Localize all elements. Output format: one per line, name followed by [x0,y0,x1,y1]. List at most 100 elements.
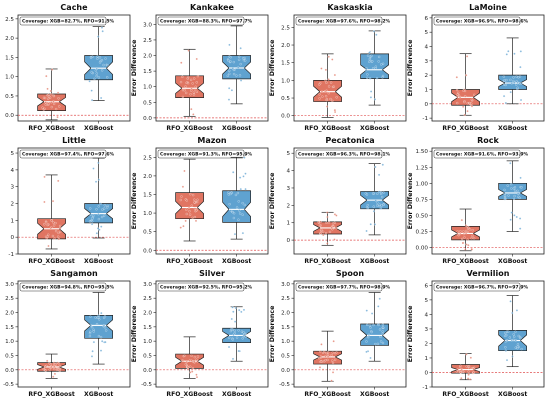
data-point [381,330,384,333]
data-point [331,351,334,354]
data-point [183,354,186,357]
coverage-box [295,282,383,292]
data-point [365,340,368,343]
y-tick-label: 0.0 [281,368,290,374]
data-point [50,105,53,109]
data-point [368,58,372,61]
data-point [106,206,109,209]
data-point [191,216,194,220]
data-point [520,82,523,85]
data-point [381,62,385,65]
data-point [325,105,329,108]
y-tick-label: -0.5 [141,382,152,388]
data-point [46,359,49,363]
data-point [53,361,56,364]
y-tick-label: 0.5 [143,100,152,106]
data-point [44,101,47,104]
y-tick-label: 3.0 [143,282,152,288]
data-point [326,242,329,245]
data-point [59,230,62,234]
data-point [100,96,103,100]
data-point [513,81,516,84]
data-point [462,230,465,233]
data-point [90,89,93,92]
data-point [459,371,462,374]
data-point [324,90,327,93]
plot-frame [17,147,131,255]
coverage-text: Coverage: XGB=97.7%, RFO=98.9% [298,285,391,291]
data-point [237,349,240,353]
data-point [89,207,92,210]
data-point [330,354,333,357]
x-tick-label: RFO_XGBoost [304,391,350,398]
data-point [502,94,506,98]
data-point [456,230,459,233]
data-point [190,89,193,92]
x-tick-label: XGBoost [222,391,251,398]
data-point [185,91,188,95]
y-tick-label: 0 [424,102,428,108]
data-point [183,169,186,173]
data-point [378,297,381,300]
panel-pecatonica: Pecatonica 0 1 2 3 4 5 Error Difference Coverage… [269,136,407,265]
data-point [89,324,92,327]
data-point [512,338,515,342]
data-point [242,57,245,60]
coverage-text: Coverage: XGB=96.7%, RFO=97.9% [436,285,529,291]
data-point [90,98,94,102]
y-tick-label: 2.5 [143,38,152,44]
data-point [469,378,472,381]
data-point [518,196,521,199]
data-point [106,76,109,79]
data-point [98,228,101,231]
data-point [55,107,58,111]
data-point [43,107,46,110]
data-point [91,350,94,353]
data-point [232,60,235,64]
x-tick-label: XGBoost [360,391,389,398]
y-tick-label: 0.5 [281,353,290,359]
data-point [41,106,44,109]
data-point [470,98,473,101]
data-point [330,379,333,382]
data-point [44,365,47,368]
coverage-box [157,16,245,26]
data-point [185,360,188,364]
data-point [378,328,382,331]
data-point [58,105,61,108]
data-point [519,66,522,69]
panel-kankakee: Kankakee 0.0 0.5 1.0 1.5 2.0 2.5 3.0 Error Diffe… [131,3,269,132]
data-point [324,95,328,98]
data-point [232,333,235,337]
data-point [324,359,327,362]
data-point [230,327,233,331]
data-point [365,229,368,233]
data-point [321,95,324,98]
x-tick-label: XGBoost [222,258,251,265]
data-point [377,173,381,176]
data-point [231,338,234,341]
data-point [88,220,92,223]
data-point [508,336,511,339]
data-point [243,156,246,159]
data-point [100,311,103,315]
data-point [465,74,468,77]
data-point [504,349,508,352]
data-point [319,355,322,358]
data-point [375,77,379,80]
panel-title: Vermilion [467,269,510,278]
data-point [318,93,321,96]
panel-title: Mazon [197,136,227,145]
data-point [229,60,232,63]
data-point [191,82,194,85]
data-point [189,365,192,368]
y-tick-label: 1.50 [416,149,429,155]
data-point [180,61,183,64]
data-point [48,368,51,371]
data-point [379,340,383,343]
x-tick-label: RFO_XGBoost [304,258,350,265]
data-point [519,227,522,230]
data-point [244,335,247,338]
data-point [98,318,101,321]
